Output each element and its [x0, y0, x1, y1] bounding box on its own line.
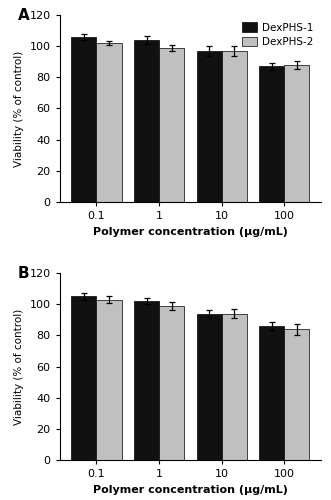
Bar [197, 51, 221, 202]
Bar [284, 329, 309, 460]
Bar [221, 314, 247, 460]
Bar [159, 306, 184, 460]
X-axis label: Polymer concentration (μg/mL): Polymer concentration (μg/mL) [93, 484, 288, 494]
Bar [159, 48, 184, 202]
Bar [71, 296, 97, 460]
Bar [134, 40, 159, 202]
Bar [259, 326, 284, 460]
Legend: DexPHS-1, DexPHS-2: DexPHS-1, DexPHS-2 [240, 20, 316, 49]
Bar [259, 66, 284, 202]
Bar [71, 37, 97, 202]
Bar [284, 65, 309, 202]
Text: A: A [18, 8, 29, 22]
Bar [134, 301, 159, 460]
Bar [97, 43, 121, 202]
Text: B: B [18, 266, 29, 280]
Y-axis label: Viability (% of control): Viability (% of control) [14, 308, 24, 424]
Bar [221, 51, 247, 202]
Y-axis label: Viability (% of control): Viability (% of control) [14, 50, 24, 166]
Bar [97, 300, 121, 460]
Bar [197, 314, 221, 460]
X-axis label: Polymer concentration (μg/mL): Polymer concentration (μg/mL) [93, 226, 288, 236]
